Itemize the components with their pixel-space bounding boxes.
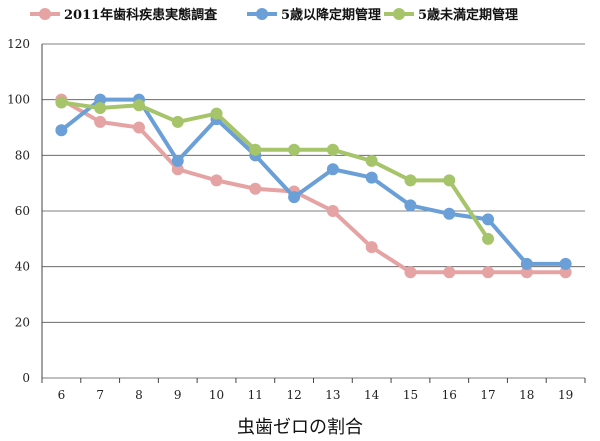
data-point [171, 115, 184, 128]
data-point [482, 266, 495, 279]
data-point [443, 174, 456, 187]
x-tick-label: 15 [403, 388, 418, 402]
x-tick-label: 19 [558, 388, 573, 402]
data-point [365, 154, 378, 167]
series-group [55, 93, 572, 279]
data-point [249, 182, 262, 195]
data-point [559, 257, 572, 270]
x-tick-label: 11 [248, 388, 263, 402]
x-tick-label: 6 [58, 388, 66, 402]
y-tick-label: 60 [15, 204, 30, 218]
legend: 2011年歯科疾患実態調査 5歳以降定期管理 5歳未満定期管理 [30, 7, 518, 23]
data-point [171, 154, 184, 167]
y-tick-label: 40 [15, 260, 30, 274]
data-point [443, 207, 456, 220]
x-tick-label: 14 [364, 388, 380, 402]
y-tick-label: 100 [7, 93, 30, 107]
data-point [559, 266, 572, 279]
data-point [94, 115, 107, 128]
series-line [59, 97, 568, 275]
data-point [132, 121, 145, 134]
data-point [94, 93, 107, 106]
data-point [288, 143, 301, 156]
x-tick-label: 8 [135, 388, 143, 402]
series-line [59, 100, 491, 241]
x-tick-label: 12 [286, 388, 301, 402]
x-tick-label: 16 [442, 388, 457, 402]
legend-item: 5歳以降定期管理 [247, 7, 381, 23]
y-tick-label: 120 [7, 37, 30, 51]
legend-swatch-marker [393, 8, 405, 20]
y-tick-label: 80 [15, 148, 30, 162]
legend-label: 5歳未満定期管理 [418, 7, 518, 23]
x-tick-label: 13 [325, 388, 340, 402]
data-point [326, 163, 339, 176]
data-point [520, 266, 533, 279]
data-point [132, 99, 145, 112]
x-axis: 6 7 8 9 10 11 12 13 14 15 16 17 18 19 [41, 378, 586, 402]
data-point [482, 232, 495, 245]
data-point [404, 266, 417, 279]
data-point [326, 205, 339, 217]
series-2 [55, 93, 572, 270]
x-axis-label: 虫歯ゼロの割合 [237, 417, 363, 438]
legend-label: 5歳以降定期管理 [281, 7, 381, 23]
series-3 [55, 96, 495, 245]
legend-item: 5歳未満定期管理 [384, 7, 518, 23]
data-point [210, 174, 223, 187]
legend-label: 2011年歯科疾患実態調査 [64, 7, 218, 23]
y-tick-label: 0 [22, 371, 30, 385]
data-point [171, 163, 184, 176]
data-point [210, 107, 223, 120]
x-tick-label: 9 [174, 388, 182, 402]
data-point [443, 266, 456, 279]
data-point [326, 143, 339, 156]
data-point [249, 143, 262, 156]
data-point [365, 241, 378, 254]
data-point [365, 171, 378, 184]
y-axis: 0 20 40 60 80 100 120 [7, 37, 43, 385]
data-point [404, 199, 417, 212]
x-tick-label: 10 [209, 388, 224, 402]
data-point [55, 124, 68, 137]
legend-swatch-marker [256, 8, 268, 20]
data-point [288, 191, 301, 204]
legend-item: 2011年歯科疾患実態調査 [30, 7, 218, 23]
series-1 [55, 93, 572, 279]
data-point [404, 174, 417, 187]
x-tick-label: 18 [519, 388, 534, 402]
grid [42, 43, 585, 379]
data-point [94, 102, 107, 115]
x-tick-label: 17 [480, 388, 495, 402]
data-point [55, 96, 68, 109]
data-point [482, 213, 495, 226]
x-tick-label: 7 [96, 388, 104, 402]
legend-swatch-marker [39, 8, 51, 20]
data-point [520, 257, 533, 270]
y-tick-label: 20 [15, 315, 30, 329]
